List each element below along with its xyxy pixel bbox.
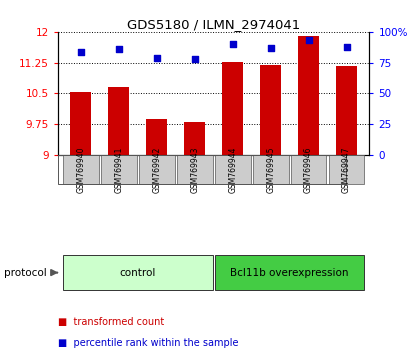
- Bar: [215, 255, 364, 290]
- Text: control: control: [120, 268, 156, 278]
- Title: GDS5180 / ILMN_2974041: GDS5180 / ILMN_2974041: [127, 18, 300, 31]
- Bar: [184, 122, 205, 155]
- Point: [343, 44, 350, 50]
- Bar: [63, 155, 99, 184]
- Point: [267, 45, 274, 51]
- Bar: [260, 65, 281, 155]
- Text: GSM769946: GSM769946: [304, 146, 313, 193]
- Text: Bcl11b overexpression: Bcl11b overexpression: [230, 268, 349, 278]
- Bar: [139, 155, 175, 184]
- Point: [305, 38, 312, 43]
- Text: GSM769941: GSM769941: [114, 146, 123, 193]
- Text: GSM769942: GSM769942: [152, 146, 161, 193]
- Bar: [71, 92, 91, 155]
- Point: [154, 55, 160, 61]
- Bar: [101, 155, 137, 184]
- Text: GSM769940: GSM769940: [76, 146, 85, 193]
- Text: ■  percentile rank within the sample: ■ percentile rank within the sample: [58, 338, 239, 348]
- Bar: [336, 66, 357, 155]
- Text: GSM769943: GSM769943: [190, 146, 199, 193]
- Text: protocol: protocol: [4, 268, 47, 278]
- Text: GSM769947: GSM769947: [342, 146, 351, 193]
- Bar: [215, 155, 251, 184]
- Bar: [146, 119, 167, 155]
- Text: GSM769945: GSM769945: [266, 146, 275, 193]
- Point: [115, 46, 122, 52]
- Point: [229, 41, 236, 47]
- Bar: [253, 155, 288, 184]
- Bar: [291, 155, 327, 184]
- Bar: [298, 36, 319, 155]
- Text: ■  transformed count: ■ transformed count: [58, 317, 164, 327]
- Point: [78, 49, 84, 55]
- Text: GSM769944: GSM769944: [228, 146, 237, 193]
- Bar: [222, 62, 243, 155]
- Bar: [177, 155, 212, 184]
- Bar: [108, 87, 129, 155]
- Bar: [63, 255, 212, 290]
- Point: [191, 56, 198, 62]
- Bar: [329, 155, 364, 184]
